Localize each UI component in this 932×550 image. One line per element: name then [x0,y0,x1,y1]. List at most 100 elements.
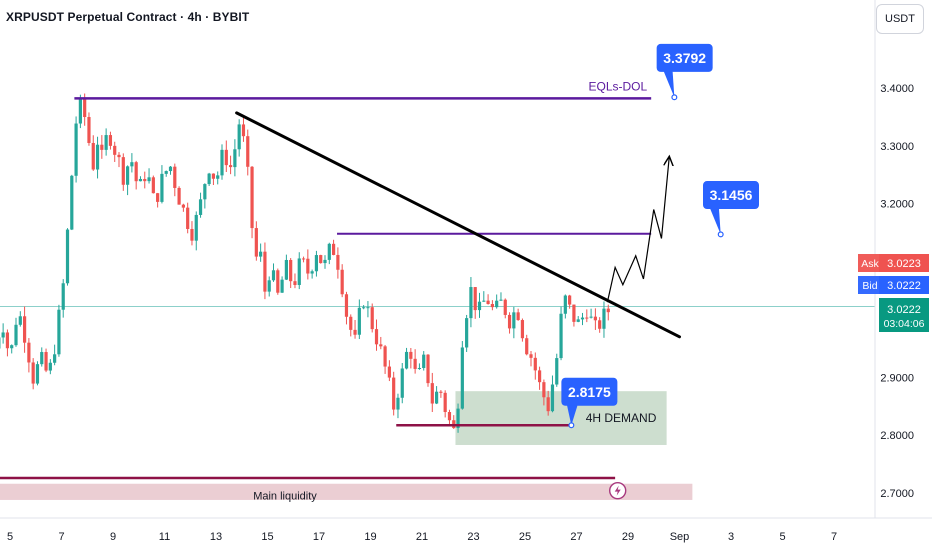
candle-body [259,251,263,257]
trendline [235,111,681,339]
current-price-value: 3.0222 [887,304,921,316]
candle-body [211,173,216,179]
x-tick-label: 21 [416,531,428,543]
callout-box [561,377,618,406]
candle-body [580,317,585,320]
candle-body [220,149,224,176]
candle-body [490,303,494,308]
candle-body [516,312,520,321]
candle-body [70,175,74,230]
candle-body [40,352,44,365]
candle-body [430,383,434,404]
candle-body [340,269,344,295]
candle-body [134,162,138,182]
y-tick-label: 3.4000 [880,83,914,95]
candle-body [357,307,361,335]
projection-path [606,157,669,303]
bid-badge-label: Bid [862,280,877,292]
candle-body [100,144,104,150]
candle-body [349,316,353,330]
candle-body [533,357,537,371]
candle-body [78,98,82,124]
candle-body [413,358,417,369]
candle-body [456,408,460,429]
callout-anchor [671,94,678,101]
price-callout: 3.1456 [703,181,759,238]
candle-body [314,255,319,272]
candle-body [353,329,357,335]
candle-body [186,207,190,229]
x-tick-label: 23 [467,531,479,543]
candle-body [130,162,134,167]
candle-body [151,177,155,194]
candle-body [267,280,271,292]
candle-body [392,377,396,410]
candle-body [35,364,40,384]
eqls-dol-label: EQLs-DOL [588,79,647,93]
candle-body [164,171,168,174]
time-axis [0,518,932,550]
callout-box [656,43,713,72]
callout-label: 3.3792 [663,50,706,66]
candle-body [65,229,70,284]
candle-body [241,124,246,137]
candle-body [336,254,340,270]
candle-body [254,228,258,257]
x-tick-label: 13 [210,531,222,543]
candle-body [61,283,65,310]
liquidity-label: Main liquidity [253,490,317,502]
demand-zone-label: 4H DEMAND [586,411,657,425]
candle-body [177,187,181,205]
candle-body [104,135,108,150]
candle-body [246,136,250,167]
candle-body [542,382,546,398]
y-tick-label: 3.2000 [880,199,914,211]
candlesticks [0,93,610,433]
candle-body [276,270,280,293]
y-tick-label: 2.7000 [880,488,914,500]
candle-body [469,287,473,319]
currency-button[interactable]: USDT [876,4,924,34]
candle-body [379,344,383,347]
x-tick-label: 25 [519,531,531,543]
candle-body [108,135,113,146]
candle-body [370,307,374,330]
candle-body [602,308,606,329]
candle-body [293,281,297,285]
ask-badge-label: Ask [861,258,879,270]
candle-body [113,145,117,155]
callout-label: 3.1456 [710,187,753,203]
candle-body [606,308,610,313]
candle-body [426,354,430,384]
candle-body [439,391,443,393]
candle-body [10,345,14,349]
bid-badge-value: 3.0222 [887,280,921,292]
price-callout: 3.3792 [656,43,713,101]
candle-body [263,251,267,292]
candle-body [331,243,336,255]
candle-body [198,199,203,215]
candle-body [409,351,413,359]
price-axis [875,0,932,550]
x-tick-label: 5 [779,531,785,543]
candle-body [383,346,387,367]
candle-body [520,320,525,339]
candle-body [589,316,593,318]
candle-body [156,193,160,202]
y-tick-label: 3.3000 [880,141,914,153]
ask-badge: Ask 3.0223 [858,254,929,272]
bid-badge: Bid 3.0222 [858,276,929,294]
candle-body [74,123,78,176]
candle-body [404,351,409,369]
x-tick-label: 17 [313,531,325,543]
chart-title: XRPUSDT Perpetual Contract · 4h · BYBIT [6,10,250,24]
callout-anchor [717,231,724,238]
candle-body [125,166,130,185]
candle-body [465,318,469,348]
lightning-icon [609,481,627,500]
candle-body [598,320,602,329]
candle-body [550,384,555,412]
callout-pointer [660,63,675,98]
candle-body [27,342,31,363]
